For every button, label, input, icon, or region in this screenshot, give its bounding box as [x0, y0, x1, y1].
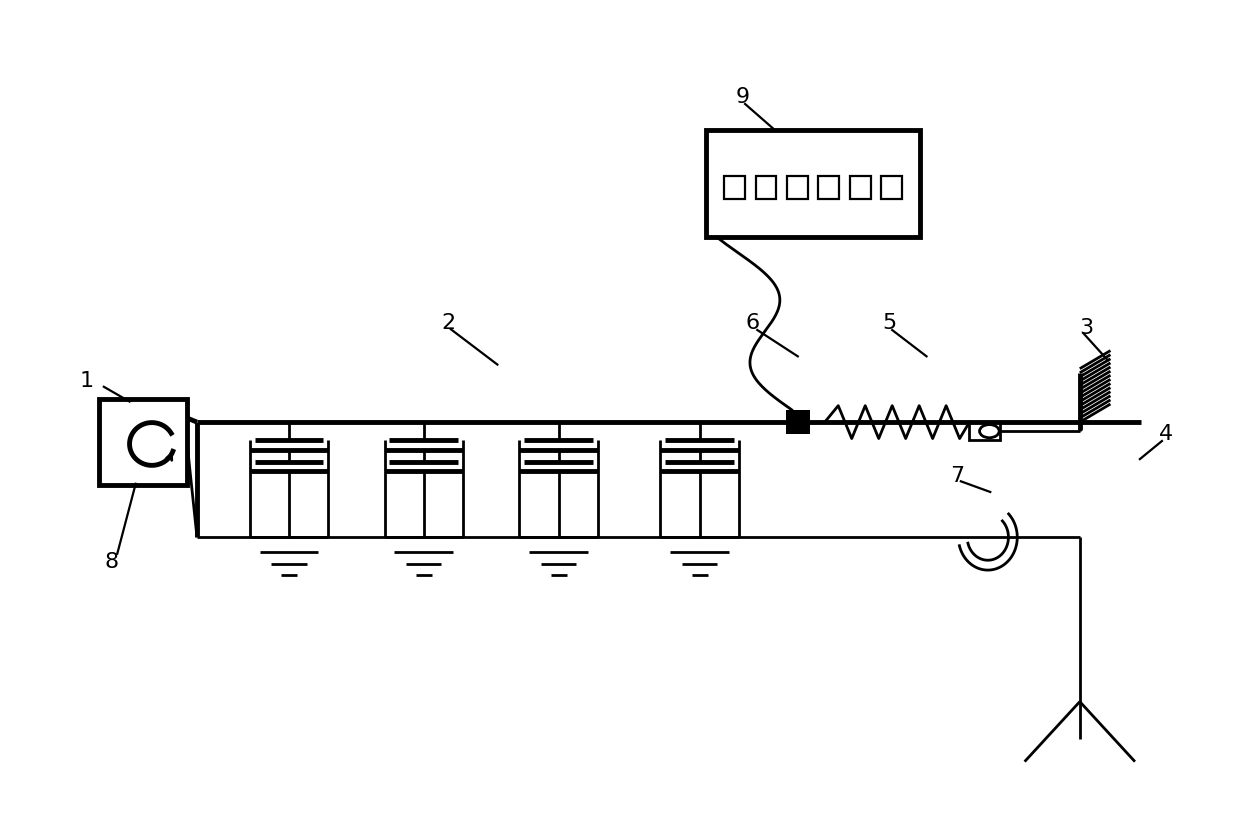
- Text: 6: 6: [745, 314, 759, 334]
- Bar: [787, 176, 807, 199]
- Bar: [970, 422, 1001, 441]
- Text: 9: 9: [735, 88, 750, 107]
- Bar: [849, 176, 870, 199]
- Bar: [818, 176, 839, 199]
- Text: 7: 7: [950, 466, 965, 486]
- Bar: [724, 176, 745, 199]
- Bar: [755, 176, 776, 199]
- Text: 2: 2: [441, 314, 455, 334]
- Text: 8: 8: [104, 552, 118, 572]
- Text: 1: 1: [79, 371, 94, 391]
- Text: 5: 5: [883, 314, 897, 334]
- Text: 3: 3: [1079, 318, 1092, 338]
- Bar: [99, 399, 187, 486]
- Text: 4: 4: [1158, 425, 1173, 445]
- Bar: [882, 176, 901, 199]
- Bar: [706, 130, 920, 237]
- Bar: [785, 410, 810, 435]
